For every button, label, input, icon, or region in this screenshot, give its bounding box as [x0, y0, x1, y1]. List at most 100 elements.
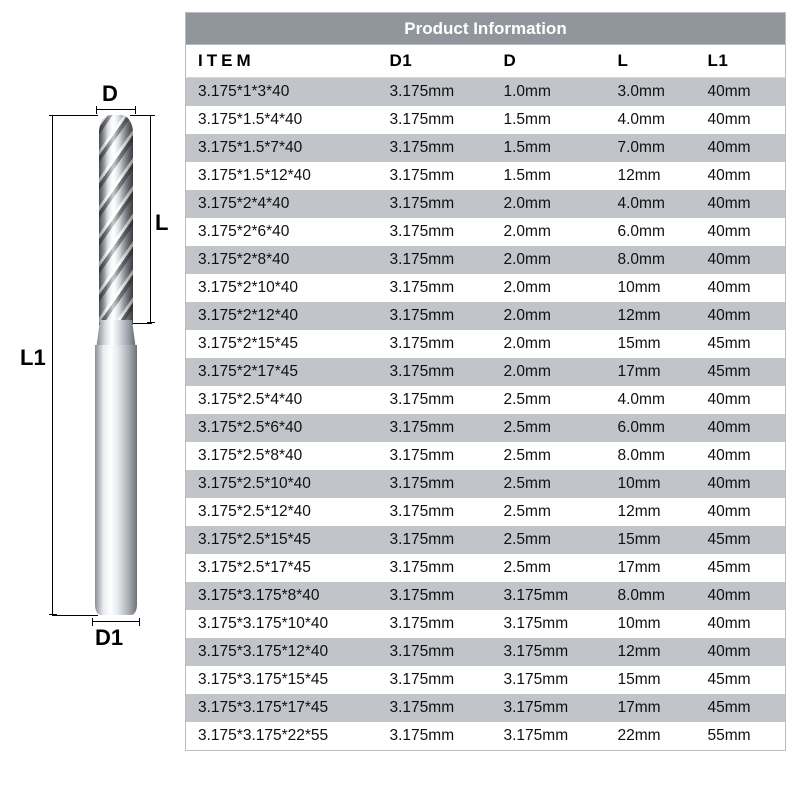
- table-cell: 3.175*2.5*15*45: [186, 526, 378, 554]
- table-cell: 3.175mm: [378, 246, 492, 274]
- table-cell: 3.175*2.5*8*40: [186, 442, 378, 470]
- table-cell: 15mm: [606, 330, 696, 358]
- table-cell: 2.5mm: [492, 442, 606, 470]
- ext-line: [52, 615, 98, 616]
- table-cell: 3.175*3.175*10*40: [186, 610, 378, 638]
- table-cell: 40mm: [696, 470, 786, 498]
- table-cell: 17mm: [606, 554, 696, 582]
- table-cell: 55mm: [696, 722, 786, 751]
- table-cell: 40mm: [696, 442, 786, 470]
- table-cell: 3.175*2*15*45: [186, 330, 378, 358]
- table-cell: 3.175mm: [378, 162, 492, 190]
- table-cell: 40mm: [696, 386, 786, 414]
- table-cell: 3.175mm: [378, 302, 492, 330]
- table-cell: 4.0mm: [606, 386, 696, 414]
- dim-label-D: D: [102, 81, 118, 107]
- table-row: 3.175*2*15*453.175mm2.0mm15mm45mm: [186, 330, 786, 358]
- table-cell: 3.175mm: [378, 274, 492, 302]
- table-cell: 3.175*2.5*10*40: [186, 470, 378, 498]
- table-cell: 10mm: [606, 274, 696, 302]
- table-cell: 3.175mm: [378, 694, 492, 722]
- table-cell: 40mm: [696, 162, 786, 190]
- table-cell: 3.175*2*12*40: [186, 302, 378, 330]
- table-cell: 4.0mm: [606, 106, 696, 134]
- table-cell: 3.175*3.175*17*45: [186, 694, 378, 722]
- spec-table: Product Information ITEM D1 D L L1 3.175…: [185, 12, 786, 751]
- table-row: 3.175*2.5*10*403.175mm2.5mm10mm40mm: [186, 470, 786, 498]
- table-cell: 3.175*2.5*6*40: [186, 414, 378, 442]
- endmill-illustration: [95, 115, 137, 615]
- table-row: 3.175*1.5*12*403.175mm1.5mm12mm40mm: [186, 162, 786, 190]
- table-cell: 3.175mm: [492, 582, 606, 610]
- table-cell: 12mm: [606, 302, 696, 330]
- table-cell: 12mm: [606, 162, 696, 190]
- table-row: 3.175*3.175*15*453.175mm3.175mm15mm45mm: [186, 666, 786, 694]
- table-cell: 6.0mm: [606, 414, 696, 442]
- table-cell: 3.0mm: [606, 78, 696, 107]
- table-cell: 45mm: [696, 694, 786, 722]
- table-cell: 45mm: [696, 666, 786, 694]
- table-cell: 2.0mm: [492, 218, 606, 246]
- table-cell: 2.5mm: [492, 470, 606, 498]
- table-cell: 3.175mm: [378, 610, 492, 638]
- table-row: 3.175*2*8*403.175mm2.0mm8.0mm40mm: [186, 246, 786, 274]
- col-l1: L1: [696, 45, 786, 78]
- table-cell: 3.175mm: [378, 134, 492, 162]
- table-row: 3.175*2.5*17*453.175mm2.5mm17mm45mm: [186, 554, 786, 582]
- table-cell: 8.0mm: [606, 246, 696, 274]
- spec-table-container: Product Information ITEM D1 D L L1 3.175…: [185, 0, 800, 800]
- table-cell: 3.175mm: [378, 358, 492, 386]
- table-cell: 2.0mm: [492, 274, 606, 302]
- table-cell: 40mm: [696, 106, 786, 134]
- table-cell: 2.5mm: [492, 498, 606, 526]
- table-cell: 3.175mm: [378, 190, 492, 218]
- table-cell: 40mm: [696, 638, 786, 666]
- table-row: 3.175*2.5*15*453.175mm2.5mm15mm45mm: [186, 526, 786, 554]
- table-row: 3.175*2*12*403.175mm2.0mm12mm40mm: [186, 302, 786, 330]
- table-cell: 3.175mm: [492, 610, 606, 638]
- table-cell: 1.5mm: [492, 162, 606, 190]
- table-cell: 40mm: [696, 78, 786, 107]
- ext-line: [52, 115, 98, 116]
- table-row: 3.175*2.5*8*403.175mm2.5mm8.0mm40mm: [186, 442, 786, 470]
- table-cell: 6.0mm: [606, 218, 696, 246]
- col-item: ITEM: [186, 45, 378, 78]
- table-cell: 12mm: [606, 498, 696, 526]
- table-cell: 3.175mm: [378, 218, 492, 246]
- table-row: 3.175*2*10*403.175mm2.0mm10mm40mm: [186, 274, 786, 302]
- table-cell: 3.175mm: [378, 722, 492, 751]
- table-row: 3.175*3.175*22*553.175mm3.175mm22mm55mm: [186, 722, 786, 751]
- table-cell: 3.175mm: [378, 526, 492, 554]
- table-row: 3.175*2*6*403.175mm2.0mm6.0mm40mm: [186, 218, 786, 246]
- table-row: 3.175*2.5*6*403.175mm2.5mm6.0mm40mm: [186, 414, 786, 442]
- table-cell: 2.5mm: [492, 386, 606, 414]
- table-cell: 3.175mm: [492, 666, 606, 694]
- table-cell: 1.0mm: [492, 78, 606, 107]
- table-cell: 7.0mm: [606, 134, 696, 162]
- table-cell: 40mm: [696, 190, 786, 218]
- table-cell: 12mm: [606, 638, 696, 666]
- dim-line-D: [96, 109, 136, 110]
- table-cell: 3.175mm: [492, 722, 606, 751]
- table-cell: 3.175*1.5*12*40: [186, 162, 378, 190]
- col-l: L: [606, 45, 696, 78]
- table-cell: 2.0mm: [492, 330, 606, 358]
- table-cell: 22mm: [606, 722, 696, 751]
- table-cell: 2.5mm: [492, 526, 606, 554]
- table-cell: 2.5mm: [492, 414, 606, 442]
- dim-line-L: [150, 115, 151, 323]
- table-cell: 40mm: [696, 302, 786, 330]
- table-cell: 45mm: [696, 554, 786, 582]
- table-cell: 3.175mm: [492, 638, 606, 666]
- table-cell: 3.175mm: [378, 442, 492, 470]
- table-cell: 2.0mm: [492, 358, 606, 386]
- table-cell: 3.175*1.5*4*40: [186, 106, 378, 134]
- table-cell: 1.5mm: [492, 134, 606, 162]
- table-cell: 3.175*1.5*7*40: [186, 134, 378, 162]
- table-cell: 3.175mm: [378, 638, 492, 666]
- table-cell: 17mm: [606, 358, 696, 386]
- table-cell: 3.175mm: [492, 694, 606, 722]
- table-row: 3.175*1.5*7*403.175mm1.5mm7.0mm40mm: [186, 134, 786, 162]
- table-cell: 3.175mm: [378, 470, 492, 498]
- table-cell: 3.175*3.175*22*55: [186, 722, 378, 751]
